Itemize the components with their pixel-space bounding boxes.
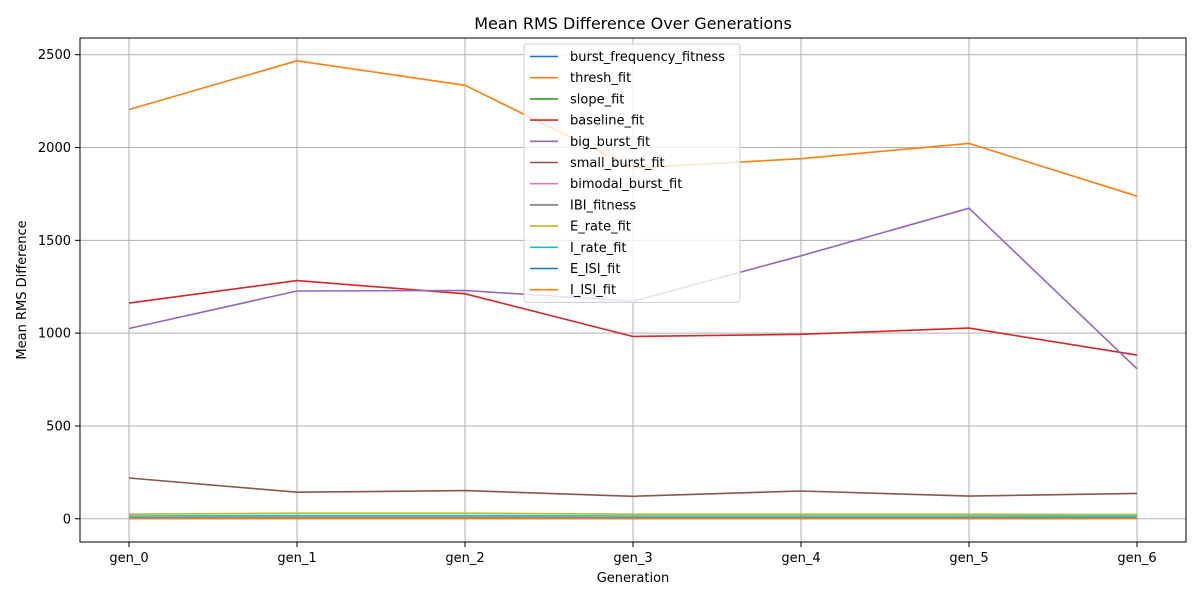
series-line-small_burst_fit: [128, 477, 1138, 498]
y-tick-label: 1500: [38, 234, 71, 249]
y-axis-label: Mean RMS Difference: [15, 220, 30, 359]
x-tick-label: gen_0: [109, 551, 148, 566]
legend-label: small_burst_fit: [570, 156, 665, 171]
legend-label: slope_fit: [570, 92, 624, 107]
legend-box: [523, 43, 741, 303]
series-line-I_rate_fit: [128, 514, 1138, 518]
legend-label: E_ISI_fit: [570, 262, 620, 277]
legend-label: burst_frequency_fitness: [570, 50, 725, 65]
legend-label: E_rate_fit: [570, 220, 631, 235]
y-tick-label: 2000: [38, 141, 71, 156]
legend-label: baseline_fit: [570, 114, 644, 129]
x-tick-label: gen_1: [277, 551, 316, 566]
y-axis-ticks: 0 500 1000 1500 2000 2500: [38, 48, 80, 527]
legend-label: thresh_fit: [570, 71, 631, 86]
legend: burst_frequency_fitness thresh_fit slope_f…: [523, 43, 741, 303]
legend-label: bimodal_burst_fit: [570, 177, 682, 192]
y-tick-label: 1000: [38, 327, 71, 342]
legend-label: IBI_fitness: [570, 198, 636, 213]
x-tick-label: gen_2: [445, 551, 484, 566]
legend-label: I_ISI_fit: [570, 283, 616, 298]
y-tick-label: 0: [63, 512, 71, 527]
x-axis-label: Generation: [597, 571, 670, 586]
x-tick-label: gen_6: [1117, 551, 1156, 566]
series-line-E_rate_fit: [128, 512, 1138, 516]
x-tick-label: gen_3: [613, 551, 652, 566]
x-axis-ticks: gen_0 gen_1 gen_2 gen_3 gen_4 gen_5 gen_6: [109, 542, 1157, 566]
y-tick-label: 500: [46, 419, 71, 434]
x-tick-label: gen_4: [781, 551, 820, 566]
chart-title: Mean RMS Difference Over Generations: [474, 14, 792, 33]
y-tick-label: 2500: [38, 48, 71, 63]
x-tick-label: gen_5: [949, 551, 988, 566]
legend-label: big_burst_fit: [570, 135, 650, 150]
legend-label: I_rate_fit: [570, 241, 627, 256]
series-line-baseline_fit: [128, 279, 1138, 356]
